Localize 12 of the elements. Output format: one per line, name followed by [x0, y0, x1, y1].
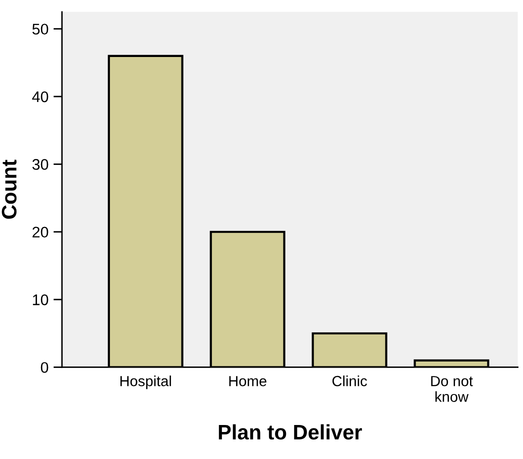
- y-tick-label: 50: [32, 24, 48, 35]
- y-tick-label: 20: [32, 226, 48, 238]
- x-tick-label: Home: [229, 376, 266, 386]
- x-axis-title: Plan to Deliver: [218, 424, 362, 440]
- y-tick-label: 0: [40, 362, 48, 373]
- x-tick-label: Do not know: [431, 376, 473, 402]
- y-tick-label: 10: [32, 294, 48, 306]
- y-tick-label: 40: [32, 91, 48, 102]
- y-axis-title: Count: [2, 160, 17, 219]
- x-tick-label: Hospital: [120, 376, 171, 390]
- y-tick-label: 30: [32, 159, 48, 170]
- x-tick-label: Clinic: [332, 376, 367, 386]
